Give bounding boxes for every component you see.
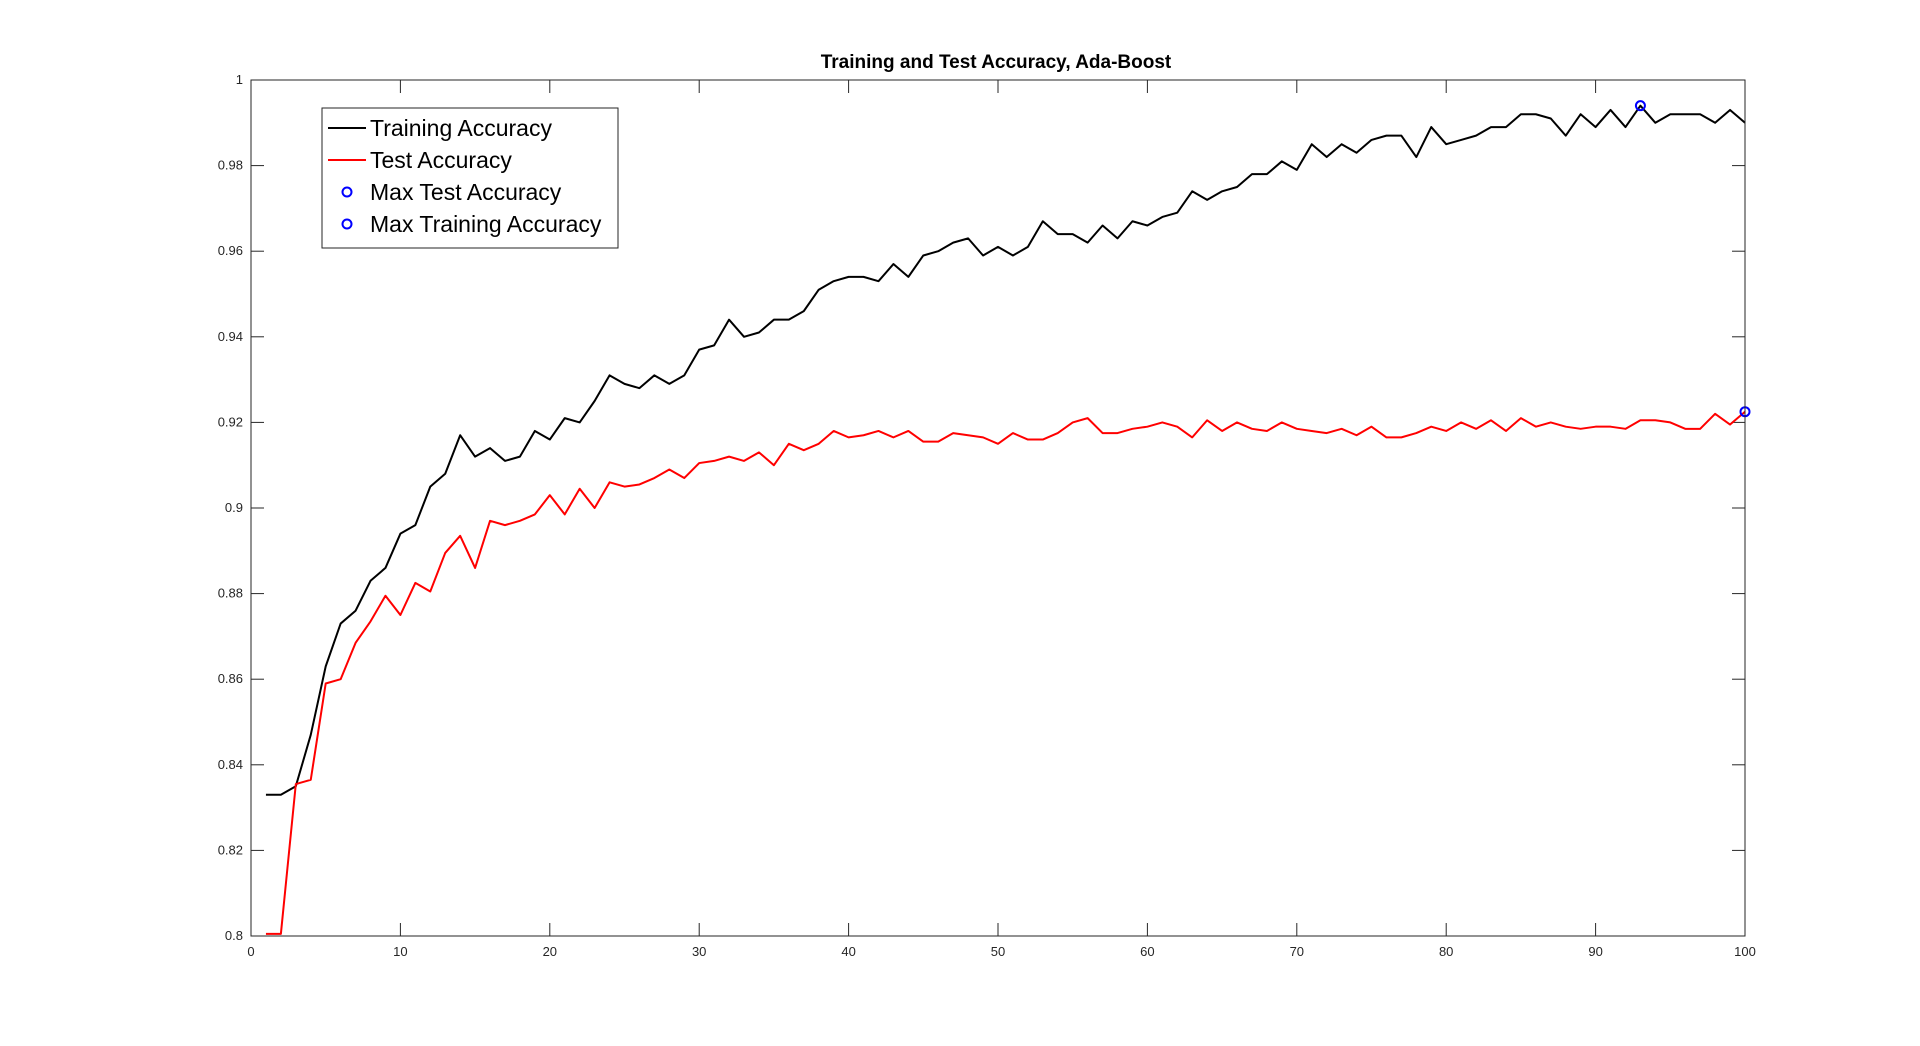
chart-title: Training and Test Accuracy, Ada-Boost	[821, 52, 1172, 73]
x-tick-label: 100	[1734, 944, 1756, 959]
max-test-accuracy-marker	[1634, 100, 1646, 112]
x-tick-label: 10	[393, 944, 407, 959]
y-tick-label: 0.92	[218, 414, 243, 429]
legend-label-max-test-accuracy: Max Test Accuracy	[370, 179, 562, 205]
legend-swatch-max-test-accuracy	[341, 186, 353, 198]
legend: Training Accuracy Test Accuracy Max Test A…	[321, 107, 619, 249]
y-tick-label: 0.9	[225, 500, 243, 515]
y-tick-label: 0.94	[218, 329, 243, 344]
training-accuracy-line	[265, 104, 1746, 796]
x-tick-label: 60	[1140, 944, 1154, 959]
axis-ticks	[250, 79, 1746, 937]
y-tick-label: 0.88	[218, 586, 243, 601]
x-tick-label: 70	[1290, 944, 1304, 959]
x-tick-label: 30	[692, 944, 706, 959]
y-tick-label: 0.82	[218, 842, 243, 857]
legend-label-max-training-accuracy: Max Training Accuracy	[370, 211, 602, 237]
x-tick-label: 40	[841, 944, 855, 959]
y-tick-label: 1	[236, 72, 243, 87]
legend-label-test-accuracy: Test Accuracy	[370, 147, 512, 173]
x-tick-label: 90	[1588, 944, 1602, 959]
test-accuracy-line	[265, 410, 1746, 935]
legend-label-training-accuracy: Training Accuracy	[370, 115, 552, 141]
plot-frame	[250, 79, 1746, 937]
x-tick-label: 0	[247, 944, 254, 959]
legend-swatch-max-training-accuracy	[341, 218, 353, 230]
y-tick-label: 0.84	[218, 757, 243, 772]
y-tick-label: 0.96	[218, 243, 243, 258]
axis-tick-labels: 0 10 20 30 40 50 60 70 80 90 100 0.8 0.82 0.84 0.86 0.8…	[218, 72, 1756, 959]
y-tick-label: 0.98	[218, 158, 243, 173]
y-tick-label: 0.86	[218, 671, 243, 686]
x-tick-label: 20	[543, 944, 557, 959]
x-tick-label: 50	[991, 944, 1005, 959]
legend-box	[321, 107, 619, 249]
y-tick-label: 0.8	[225, 928, 243, 943]
x-tick-label: 80	[1439, 944, 1453, 959]
